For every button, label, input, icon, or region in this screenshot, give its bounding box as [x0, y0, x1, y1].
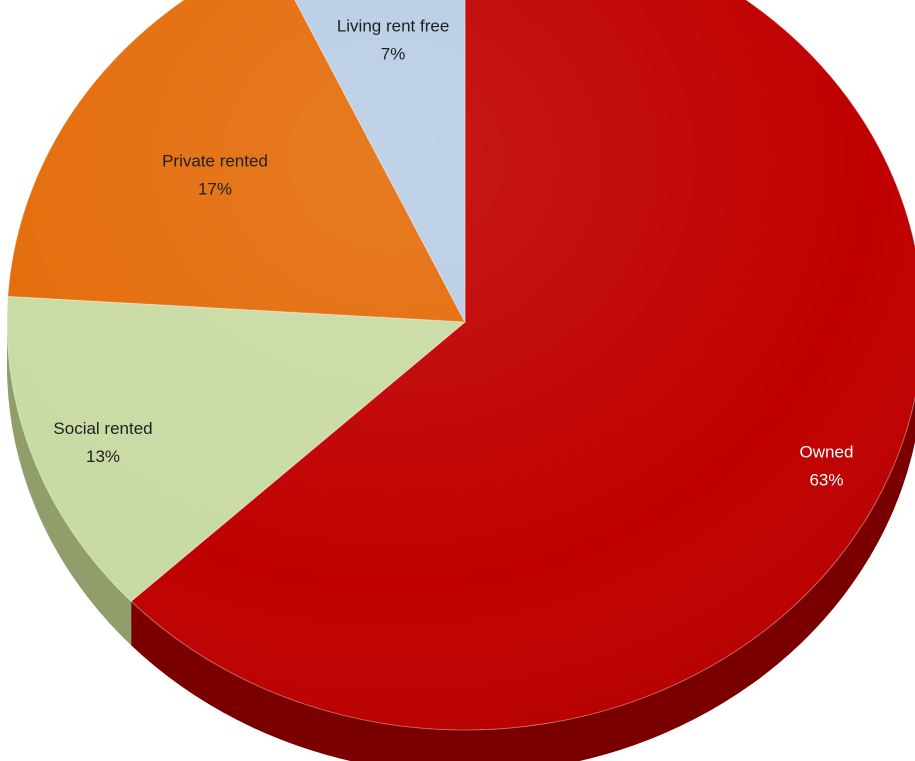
slice-value-social-rented: 13% — [86, 447, 120, 466]
slice-label-living-rent-free: Living rent free — [337, 16, 449, 35]
slice-label-private-rented: Private rented — [162, 152, 268, 171]
slice-label-social-rented: Social rented — [53, 419, 152, 438]
slice-value-owned: 63% — [809, 470, 843, 489]
slice-value-living-rent-free: 7% — [381, 44, 406, 63]
pie-label-layer: Owned 63% Social rented 13% Private rented 17… — [53, 16, 853, 489]
slice-label-owned: Owned — [800, 442, 854, 461]
slice-value-private-rented: 17% — [198, 180, 232, 199]
